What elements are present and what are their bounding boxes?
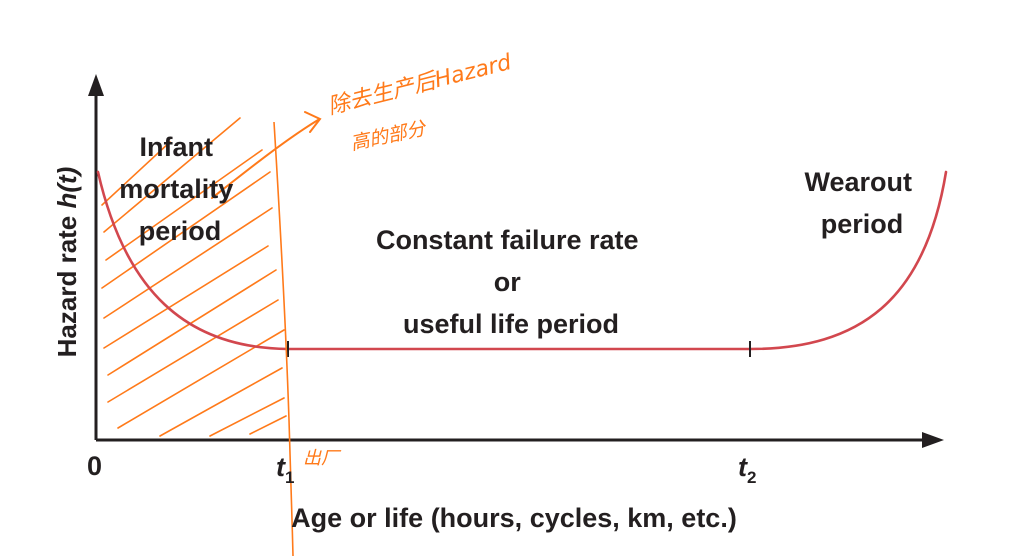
hatch-marks (101, 117, 287, 437)
x-axis-label: Age or life (hours, cycles, km, etc.) (291, 503, 737, 533)
t2-subscript: 2 (747, 468, 756, 487)
hazard-curve (96, 170, 948, 351)
t1-label: t1 (276, 452, 294, 487)
region-infant-line-2: mortality (119, 174, 233, 204)
y-axis-arrowhead (88, 74, 104, 96)
region-infant-line-1: Infant (139, 132, 213, 162)
t1-letter: t (276, 452, 286, 482)
t1-hand-line (273, 121, 294, 557)
region-wearout-label: Wearout period (804, 167, 919, 239)
y-axis-label: Hazard rate h(t) (52, 167, 82, 358)
t1-subscript: 1 (285, 468, 294, 487)
y-axis-label-func: h(t) (52, 167, 82, 209)
region-constant-label: Constant failure rate or useful life per… (376, 225, 646, 339)
region-constant-line-1: Constant failure rate (376, 225, 639, 255)
region-infant-line-3: period (139, 216, 222, 246)
y-axis-label-main: Hazard rate (52, 209, 82, 358)
region-constant-line-2: or (494, 267, 521, 297)
region-constant-line-3: useful life period (403, 309, 619, 339)
region-infant-label: Infant mortality period (119, 132, 241, 246)
handwritten-note-line-1: 除去生产后Hazard (325, 50, 515, 120)
handwritten-t1-note: 出厂 (303, 448, 342, 469)
t2-label: t2 (738, 452, 756, 487)
note-arrow (211, 111, 322, 199)
x-axis-arrowhead (922, 432, 944, 448)
t2-letter: t (738, 452, 748, 482)
region-wearout-line-2: period (821, 209, 904, 239)
origin-label: 0 (87, 451, 102, 481)
axes (94, 92, 928, 442)
handwritten-note-line-2: 高的部分 (348, 117, 429, 155)
region-wearout-line-1: Wearout (804, 167, 912, 197)
